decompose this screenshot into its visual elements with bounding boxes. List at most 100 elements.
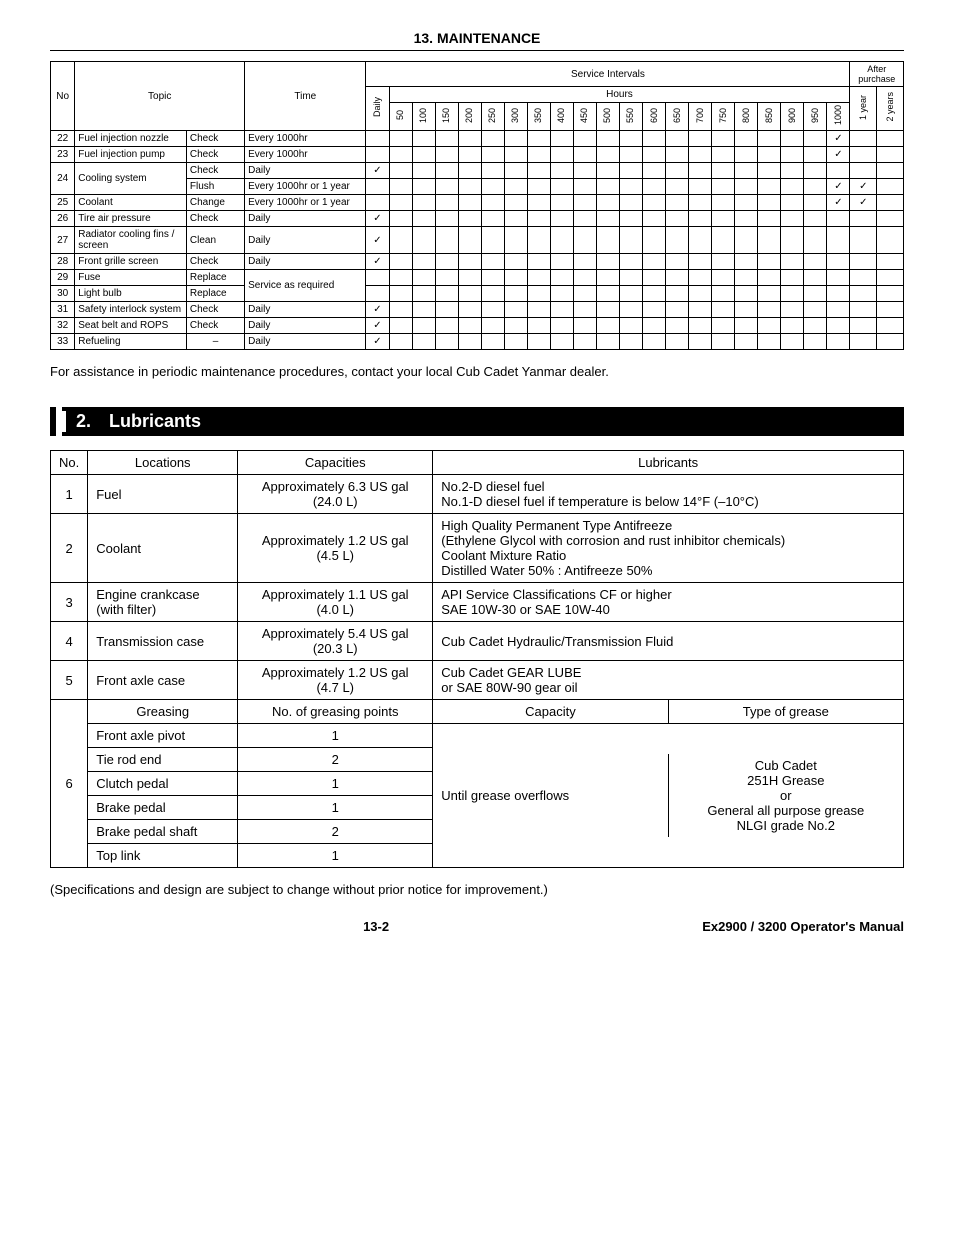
cell-action: Change — [186, 195, 244, 211]
cell-interval — [366, 270, 389, 286]
cell-interval — [573, 227, 596, 254]
cell-interval — [735, 131, 758, 147]
table-row: 5Front axle caseApproximately 1.2 US gal… — [51, 661, 904, 700]
table-row: 23Fuel injection pumpCheckEvery 1000hr✓ — [51, 147, 904, 163]
cell-interval — [712, 334, 735, 350]
cell-interval — [458, 302, 481, 318]
cell-interval — [481, 302, 504, 318]
cell-no: 23 — [51, 147, 75, 163]
cell-topic: Cooling system — [75, 163, 187, 195]
cell-interval — [643, 270, 666, 286]
cell-interval — [389, 286, 412, 302]
cell-action: – — [186, 334, 244, 350]
cell-interval — [389, 334, 412, 350]
table-row: 28Front grille screenCheckDaily✓ — [51, 254, 904, 270]
cell-capacity: Approximately 1.2 US gal(4.7 L) — [238, 661, 433, 700]
cell-interval — [366, 195, 389, 211]
cell-interval — [435, 179, 458, 195]
cell-action: Replace — [186, 270, 244, 286]
cell-interval — [689, 302, 712, 318]
cell-interval — [781, 270, 804, 286]
cell-topic: Seat belt and ROPS — [75, 318, 187, 334]
cell-topic: Fuse — [75, 270, 187, 286]
cell-interval — [877, 195, 904, 211]
cell-no: 5 — [51, 661, 88, 700]
cell-interval — [550, 211, 573, 227]
cell-interval — [781, 286, 804, 302]
cell-interval — [412, 131, 435, 147]
cell-interval — [550, 334, 573, 350]
cell-grease-location: Brake pedal — [88, 796, 238, 820]
cell-capacity: Approximately 5.4 US gal(20.3 L) — [238, 622, 433, 661]
cell-interval — [573, 254, 596, 270]
cell-no: 33 — [51, 334, 75, 350]
cell-interval — [850, 147, 877, 163]
cell-interval — [458, 227, 481, 254]
cell-interval — [527, 131, 550, 147]
cell-interval — [435, 318, 458, 334]
col-service-intervals: Service Intervals — [366, 62, 850, 87]
cell-action: Check — [186, 131, 244, 147]
cell-interval — [573, 147, 596, 163]
cell-interval — [596, 147, 619, 163]
cell-interval — [781, 131, 804, 147]
col-time: Time — [245, 62, 366, 131]
cell-interval — [689, 147, 712, 163]
cell-interval — [712, 211, 735, 227]
cell-grease-points: 2 — [238, 748, 433, 772]
cell-capacity: Approximately 6.3 US gal(24.0 L) — [238, 475, 433, 514]
table-row: 31Safety interlock systemCheckDaily✓ — [51, 302, 904, 318]
cell-interval — [527, 302, 550, 318]
cell-no: 27 — [51, 227, 75, 254]
page-footer: 13-2 Ex2900 / 3200 Operator's Manual — [50, 919, 904, 934]
col-hour-600: 600 — [643, 103, 666, 131]
cell-interval — [504, 302, 527, 318]
cell-points-header: No. of greasing points — [238, 700, 433, 724]
cell-interval — [458, 270, 481, 286]
cell-topic: Light bulb — [75, 286, 187, 302]
cell-interval — [877, 179, 904, 195]
cell-interval — [666, 286, 689, 302]
cell-no: 3 — [51, 583, 88, 622]
cell-interval — [666, 179, 689, 195]
col-after-purchase: After purchase — [850, 62, 904, 87]
cell-action: Check — [186, 211, 244, 227]
cell-interval — [412, 270, 435, 286]
cell-interval — [781, 163, 804, 179]
cell-interval — [712, 286, 735, 302]
cell-interval — [550, 163, 573, 179]
cell-action: Check — [186, 318, 244, 334]
cell-interval — [735, 318, 758, 334]
cell-interval — [573, 131, 596, 147]
cell-topic: Coolant — [75, 195, 187, 211]
col-hour-750: 750 — [712, 103, 735, 131]
cell-interval — [712, 179, 735, 195]
cell-interval — [389, 211, 412, 227]
cell-interval — [827, 302, 850, 318]
cell-interval — [827, 163, 850, 179]
cell-interval — [435, 334, 458, 350]
cell-interval — [827, 286, 850, 302]
table-row: 4Transmission caseApproximately 5.4 US g… — [51, 622, 904, 661]
cell-interval — [412, 286, 435, 302]
cell-topic: Fuel injection nozzle — [75, 131, 187, 147]
cell-interval: ✓ — [366, 318, 389, 334]
cell-interval — [596, 195, 619, 211]
col-hour-950: 950 — [804, 103, 827, 131]
cell-interval — [619, 318, 642, 334]
cell-time: Daily — [245, 211, 366, 227]
cell-interval — [481, 147, 504, 163]
cell-interval — [643, 318, 666, 334]
cell-topic: Front grille screen — [75, 254, 187, 270]
cell-interval — [458, 195, 481, 211]
cell-interval — [781, 227, 804, 254]
cell-interval — [758, 270, 781, 286]
cell-interval — [389, 163, 412, 179]
cell-interval — [504, 254, 527, 270]
col-daily: Daily — [366, 87, 389, 131]
lub-col-lubricants: Lubricants — [433, 451, 904, 475]
cell-interval — [804, 270, 827, 286]
cell-no: 32 — [51, 318, 75, 334]
cell-interval — [666, 211, 689, 227]
cell-interval — [389, 254, 412, 270]
